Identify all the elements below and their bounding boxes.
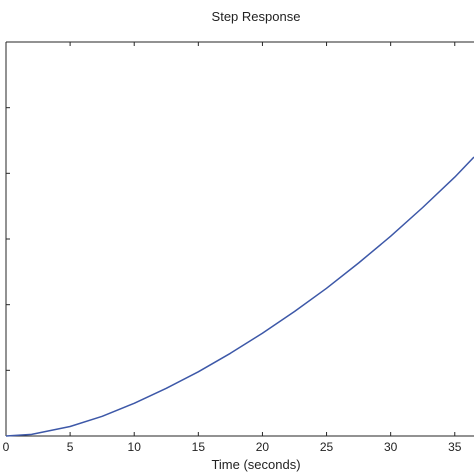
x-tick-label: 20 [256, 440, 270, 454]
x-axis-label: Time (seconds) [211, 457, 300, 472]
x-tick-label: 35 [448, 440, 462, 454]
x-tick-label: 5 [67, 440, 74, 454]
x-tick-label: 10 [128, 440, 142, 454]
plot-area: 0 5 10 15 20 25 30 35 [3, 41, 474, 454]
x-tick-label: 25 [320, 440, 334, 454]
x-tick-label: 30 [384, 440, 398, 454]
chart-title: Step Response [212, 9, 301, 24]
x-tick-label: 0 [3, 440, 10, 454]
step-response-line [5, 156, 474, 437]
x-tick-label: 15 [192, 440, 206, 454]
